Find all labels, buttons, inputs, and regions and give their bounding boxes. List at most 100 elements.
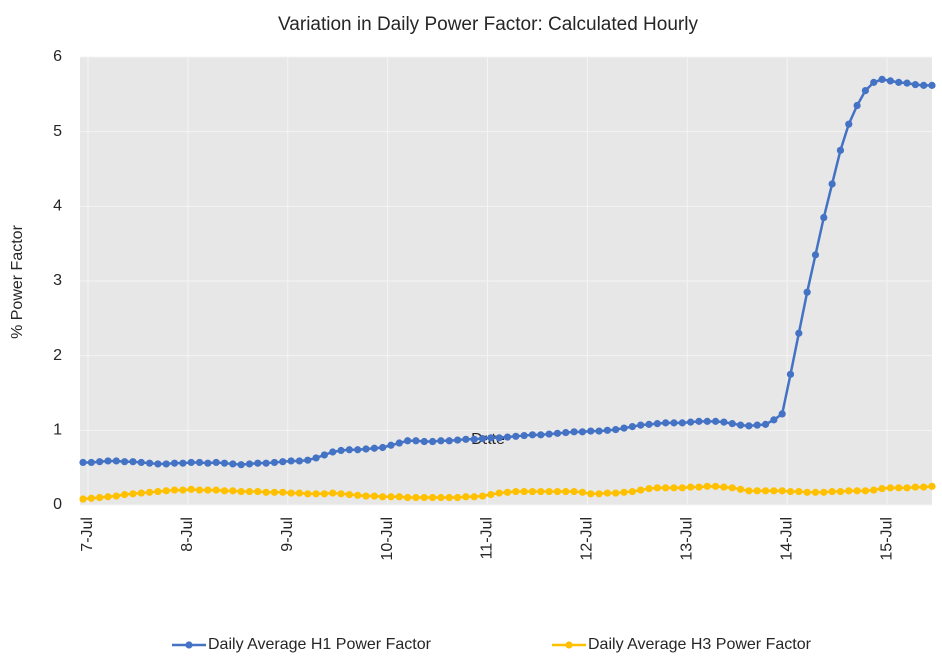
data-point: [337, 446, 345, 455]
data-point: [129, 490, 137, 498]
y-tick-label: 6: [53, 48, 62, 65]
data-point: [811, 488, 820, 496]
data-point: [886, 77, 894, 85]
data-point: [537, 487, 545, 496]
data-point: [612, 489, 620, 497]
data-point: [362, 492, 370, 500]
data-point: [287, 457, 295, 465]
data-point: [370, 492, 378, 500]
data-point: [728, 484, 736, 492]
data-point: [553, 429, 562, 437]
data-point: [695, 483, 703, 491]
data-point: [911, 81, 919, 89]
data-point: [520, 431, 528, 440]
data-point: [79, 495, 87, 503]
data-point: [687, 483, 695, 491]
data-point: [903, 79, 911, 87]
data-point: [312, 490, 320, 498]
data-point: [262, 488, 270, 496]
data-point: [170, 486, 179, 494]
data-point: [903, 484, 911, 492]
data-point: [220, 459, 229, 467]
data-point: [595, 427, 603, 435]
data-point: [370, 444, 378, 452]
data-point: [836, 146, 845, 154]
x-tick-label: 10-Jul: [379, 517, 396, 561]
x-tick-label: 13-Jul: [679, 517, 696, 561]
data-point: [270, 488, 279, 496]
data-point: [662, 484, 670, 492]
data-point: [778, 487, 786, 495]
data-point: [362, 445, 370, 453]
data-point: [462, 493, 470, 501]
data-point: [870, 486, 878, 494]
x-tick-label: 12-Jul: [579, 517, 596, 561]
data-point: [678, 419, 686, 427]
data-point: [470, 435, 478, 443]
data-point: [811, 251, 820, 259]
data-point: [628, 423, 636, 431]
data-point: [520, 487, 528, 496]
data-point: [245, 487, 254, 496]
data-point: [795, 487, 803, 496]
data-point: [387, 441, 395, 449]
data-point: [845, 120, 853, 128]
data-point: [154, 487, 162, 496]
data-point: [920, 81, 928, 89]
data-point: [379, 443, 387, 452]
data-point: [104, 457, 112, 465]
data-point: [795, 329, 803, 337]
data-point: [628, 487, 636, 496]
data-point: [720, 418, 728, 426]
data-point: [670, 484, 678, 492]
data-point: [920, 483, 928, 491]
data-point: [653, 420, 661, 428]
x-tick-label: 9-Jul: [279, 517, 296, 552]
legend-marker: [565, 641, 573, 649]
data-point: [753, 421, 761, 429]
data-point: [404, 493, 412, 502]
data-point: [603, 426, 611, 434]
data-point: [387, 493, 395, 501]
data-point: [570, 428, 578, 436]
data-point: [437, 493, 445, 502]
data-point: [828, 487, 836, 496]
data-point: [878, 75, 886, 83]
data-point: [345, 490, 353, 499]
data-point: [578, 488, 587, 496]
data-point: [162, 460, 170, 468]
data-point: [886, 484, 894, 492]
data-point: [870, 78, 878, 86]
data-point: [112, 492, 120, 500]
data-point: [786, 487, 795, 496]
data-point: [562, 428, 570, 437]
data-point: [287, 489, 295, 497]
data-point: [470, 493, 478, 501]
data-point: [237, 487, 245, 496]
data-point: [478, 434, 487, 443]
data-point: [354, 446, 362, 454]
data-point: [121, 490, 129, 499]
data-point: [545, 430, 553, 438]
data-point: [503, 488, 512, 496]
data-point: [104, 493, 112, 501]
data-point: [412, 493, 420, 502]
data-point: [204, 459, 212, 467]
data-point: [553, 487, 562, 496]
data-point: [179, 459, 187, 467]
data-point: [395, 493, 403, 501]
data-point: [820, 488, 828, 496]
data-point: [853, 487, 861, 495]
data-point: [395, 439, 403, 447]
data-point: [895, 78, 903, 86]
data-point: [354, 491, 362, 499]
data-point: [212, 458, 220, 467]
data-point: [320, 490, 328, 498]
data-point: [528, 431, 537, 439]
data-point: [137, 489, 145, 497]
data-point: [587, 427, 595, 435]
y-tick-label: 5: [53, 123, 62, 140]
data-point: [620, 424, 628, 432]
data-point: [761, 420, 770, 428]
data-point: [404, 437, 412, 445]
